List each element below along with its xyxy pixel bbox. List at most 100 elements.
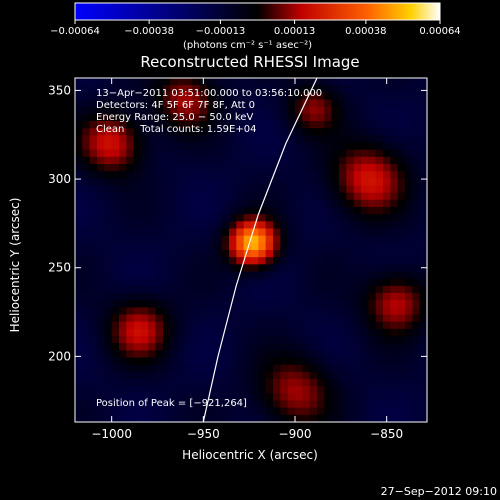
heatmap-cell [155, 185, 164, 193]
heatmap-cell [170, 149, 178, 158]
heatmap-cell [317, 300, 325, 308]
heatmap-cell [199, 199, 208, 208]
heatmap-cell [141, 185, 149, 193]
heatmap-cell [383, 106, 391, 115]
heatmap-cell [346, 379, 354, 387]
heatmap-cell [383, 85, 391, 93]
heatmap-cell [361, 250, 369, 258]
heatmap-cell [236, 235, 244, 244]
heatmap-cell [397, 242, 406, 251]
heatmap-cell [295, 321, 303, 330]
heatmap-cell [397, 314, 406, 322]
heatmap-cell [273, 371, 281, 380]
heatmap-cell [339, 285, 347, 294]
heatmap-cell [82, 92, 90, 100]
heatmap-cell [287, 293, 296, 301]
heatmap-cell [229, 142, 237, 150]
heatmap-cell [419, 336, 427, 344]
heatmap-cell [265, 364, 274, 373]
heatmap-cell [295, 156, 303, 165]
heatmap-cell [75, 357, 83, 365]
heatmap-cell [397, 343, 406, 351]
heatmap-cell [133, 271, 142, 279]
heatmap-cell [163, 350, 171, 358]
heatmap-cell [236, 92, 244, 100]
heatmap-cell [236, 99, 244, 107]
heatmap-cell [214, 78, 222, 86]
heatmap-cell [361, 192, 369, 201]
heatmap-cell [177, 221, 186, 229]
heatmap-cell [331, 142, 340, 150]
heatmap-cell [75, 192, 83, 201]
heatmap-cell [339, 257, 347, 265]
heatmap-cell [317, 149, 325, 158]
heatmap-cell [133, 414, 142, 422]
heatmap-cell [104, 121, 112, 129]
heatmap-cell [405, 178, 413, 186]
heatmap-cell [221, 106, 230, 115]
heatmap-cell [192, 364, 200, 373]
heatmap-cell [89, 321, 98, 330]
heatmap-cell [119, 314, 127, 322]
heatmap-cell [280, 178, 288, 186]
heatmap-cell [339, 371, 347, 380]
heatmap-cell [258, 264, 266, 272]
heatmap-cell [185, 85, 193, 93]
heatmap-cell [324, 414, 332, 422]
heatmap-cell [177, 214, 186, 222]
heatmap-cell [302, 207, 310, 215]
heatmap-cell [89, 78, 98, 86]
heatmap-cell [412, 357, 420, 365]
heatmap-cell [331, 78, 340, 86]
heatmap-cell [405, 185, 413, 193]
heatmap-cell [273, 328, 281, 337]
heatmap-cell [412, 307, 420, 315]
heatmap-cell [412, 278, 420, 287]
heatmap-cell [397, 271, 406, 279]
heatmap-cell [317, 414, 325, 422]
heatmap-cell [317, 178, 325, 186]
heatmap-cell [126, 278, 134, 287]
heatmap-cell [177, 371, 186, 380]
heatmap-cell [287, 393, 296, 401]
heatmap-cell [104, 221, 112, 229]
heatmap-cell [141, 106, 149, 115]
heatmap-cell [229, 149, 237, 158]
heatmap-cell [229, 407, 237, 416]
heatmap-cell [265, 178, 274, 186]
heatmap-cell [229, 271, 237, 279]
heatmap-cell [177, 85, 186, 93]
heatmap-cell [177, 178, 186, 186]
heatmap-cell [324, 99, 332, 107]
heatmap-cell [346, 407, 354, 416]
heatmap-cell [368, 106, 376, 115]
heatmap-cell [221, 135, 230, 143]
heatmap-cell [148, 214, 156, 222]
heatmap-cell [390, 242, 398, 251]
heatmap-cell [170, 278, 178, 287]
heatmap-cell [258, 386, 266, 394]
heatmap-cell [192, 78, 200, 86]
heatmap-cell [199, 228, 208, 236]
heatmap-cell [119, 271, 127, 279]
heatmap-cell [163, 285, 171, 294]
heatmap-cell [89, 293, 98, 301]
heatmap-cell [353, 78, 362, 86]
heatmap-cell [141, 350, 149, 358]
heatmap-cell [111, 350, 120, 358]
heatmap-cell [419, 113, 427, 122]
heatmap-cell [368, 113, 376, 122]
heatmap-cell [133, 142, 142, 150]
heatmap-cell [89, 228, 98, 236]
heatmap-cell [155, 242, 164, 251]
heatmap-cell [324, 321, 332, 330]
heatmap-cell [405, 386, 413, 394]
heatmap-cell [133, 99, 142, 107]
heatmap-cell [214, 156, 222, 165]
heatmap-cell [317, 199, 325, 208]
heatmap-cell [119, 92, 127, 100]
heatmap-cell [199, 364, 208, 373]
heatmap-cell [405, 364, 413, 373]
heatmap-cell [309, 350, 318, 358]
heatmap-cell [405, 221, 413, 229]
